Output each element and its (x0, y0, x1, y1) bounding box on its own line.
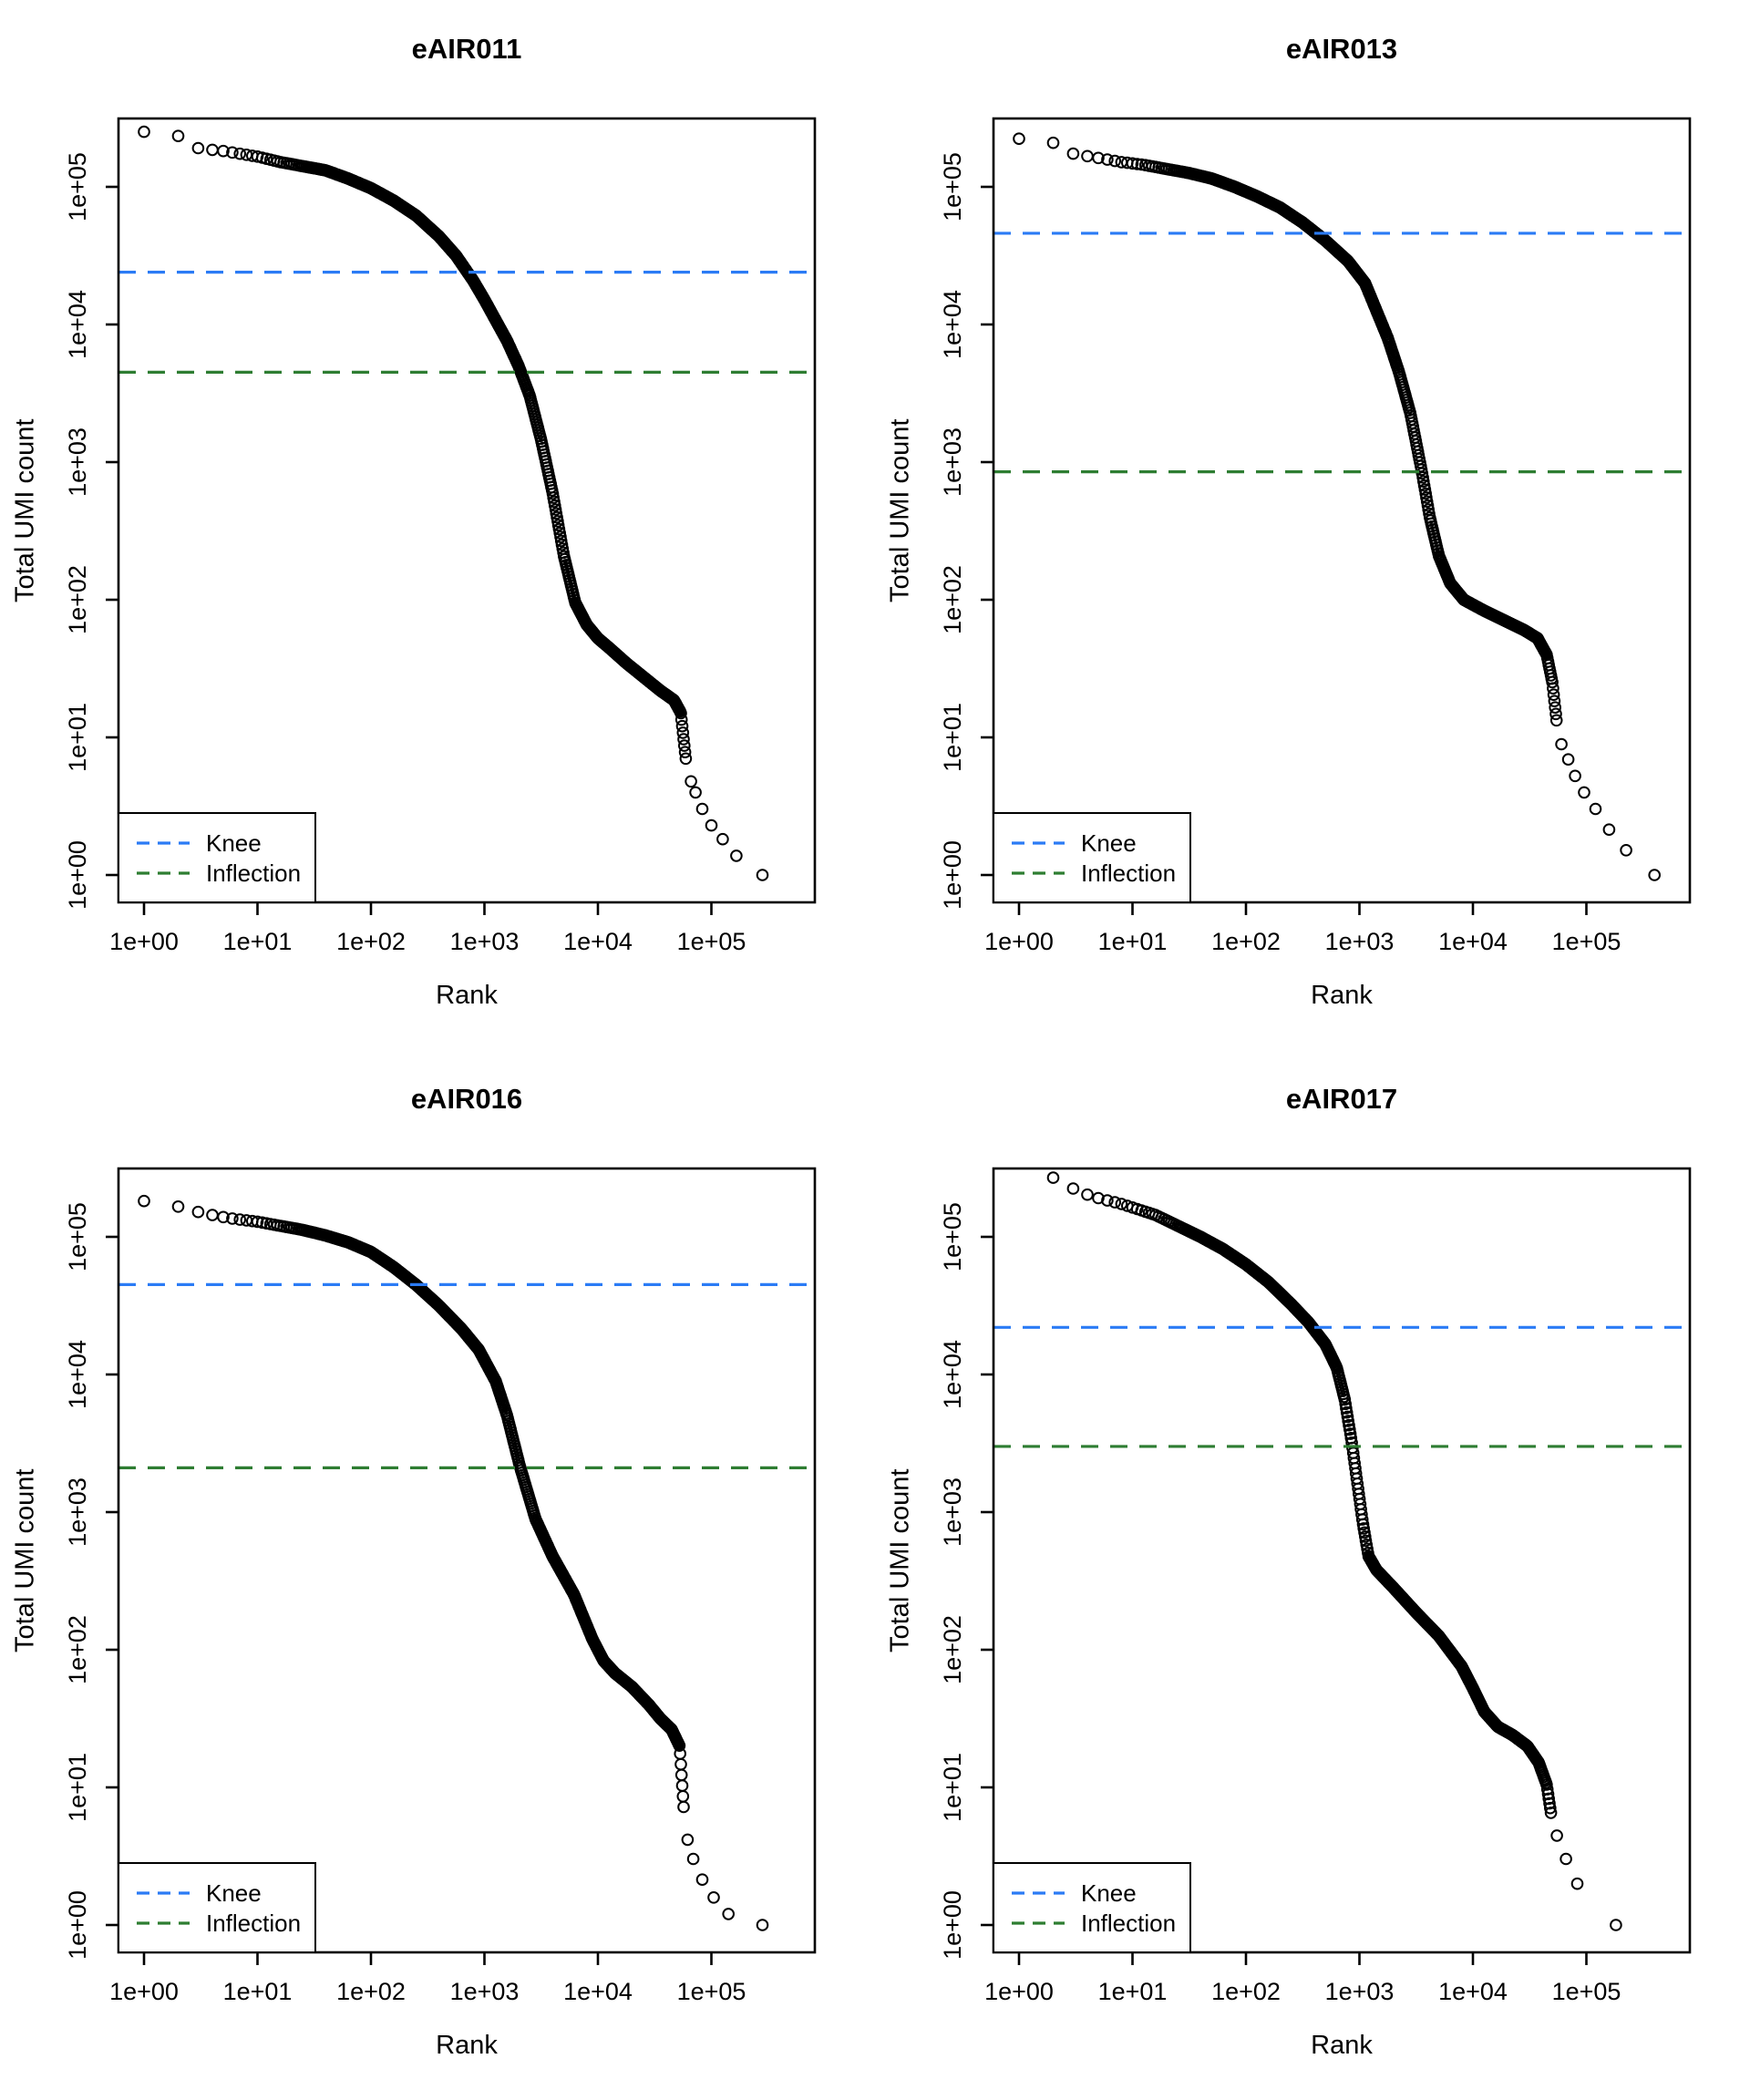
x-tick-label: 1e+02 (1211, 928, 1281, 955)
axes: 1e+00 1e+01 1e+02 1e+03 1e+04 1e+05 1e+00 1e+01… (939, 1202, 1621, 2005)
x-tick-label: 1e+01 (223, 928, 293, 955)
y-tick-label: 1e+05 (939, 1202, 966, 1271)
x-tick-label: 1e+03 (450, 928, 520, 955)
knee-plot-svg-eAIR013: 1e+00 1e+01 1e+02 1e+03 1e+04 1e+05 1e+00 1e+01… (939, 117, 1692, 955)
x-tick-label: 1e+02 (336, 1978, 406, 2005)
legend: Knee Inflection (118, 1862, 316, 1953)
x-tick-label: 1e+03 (1325, 1978, 1395, 2005)
panel-eAIR013: eAIR013 1e+00 1e+01 1e+02 1e+03 1e+04 1e+05 1e… (875, 0, 1750, 1050)
panel-eAIR017: eAIR017 1e+00 1e+01 1e+02 1e+03 1e+04 1e+05 1e… (875, 1050, 1750, 2100)
y-tick-label: 1e+04 (939, 1340, 966, 1409)
x-tick-label: 1e+02 (336, 928, 406, 955)
y-axis-label: Total UMI count (10, 418, 40, 602)
y-tick-label: 1e+00 (939, 1890, 966, 1960)
panel-title: eAIR013 (1285, 33, 1398, 65)
x-tick-label: 1e+01 (1098, 1978, 1168, 2005)
panel-title: eAIR016 (410, 1083, 523, 1115)
y-tick-label: 1e+05 (939, 152, 966, 221)
y-tick-label: 1e+03 (64, 1477, 91, 1547)
legend: Knee Inflection (993, 1862, 1191, 1953)
y-tick-label: 1e+02 (64, 1615, 91, 1684)
y-axis-label: Total UMI count (885, 1468, 915, 1652)
y-tick-label: 1e+04 (64, 290, 91, 359)
legend-box (993, 1862, 1191, 1953)
x-tick-label: 1e+02 (1211, 1978, 1281, 2005)
legend-label: Knee (206, 1879, 262, 1907)
y-axis-label: Total UMI count (885, 418, 915, 602)
legend-box (118, 812, 316, 903)
y-tick-label: 1e+05 (64, 152, 91, 221)
x-tick-label: 1e+00 (984, 928, 1054, 955)
x-tick-label: 1e+05 (1552, 1978, 1621, 2005)
x-tick-label: 1e+00 (109, 928, 179, 955)
x-axis-label: Rank (436, 2031, 498, 2060)
data-points (138, 125, 769, 881)
plot-box (992, 1167, 1692, 1954)
plot-box (992, 117, 1692, 904)
y-tick-label: 1e+02 (939, 1615, 966, 1684)
x-tick-label: 1e+05 (677, 1978, 746, 2005)
y-tick-label: 1e+00 (64, 1890, 91, 1960)
panel-eAIR011: eAIR011 1e+00 1e+01 1e+02 1e+03 1e+04 1e+05 1e… (0, 0, 875, 1050)
data-points (1013, 132, 1662, 881)
legend-box (118, 1862, 316, 1953)
y-tick-label: 1e+04 (64, 1340, 91, 1409)
x-tick-label: 1e+04 (1438, 1978, 1508, 2005)
x-tick-label: 1e+00 (984, 1978, 1054, 2005)
y-tick-label: 1e+03 (939, 427, 966, 497)
legend-label: Inflection (1081, 860, 1176, 887)
x-tick-label: 1e+03 (450, 1978, 520, 2005)
legend-label: Inflection (206, 1910, 301, 1937)
x-axis-label: Rank (1311, 981, 1373, 1010)
x-axis-label: Rank (436, 981, 498, 1010)
plot-box (117, 1167, 817, 1954)
knee-plot-svg-eAIR017: 1e+00 1e+01 1e+02 1e+03 1e+04 1e+05 1e+00 1e+01… (939, 1167, 1692, 2005)
y-tick-label: 1e+00 (64, 840, 91, 910)
legend-box (993, 812, 1191, 903)
legend-label: Knee (1081, 1879, 1137, 1907)
axes: 1e+00 1e+01 1e+02 1e+03 1e+04 1e+05 1e+00 1e+01… (64, 152, 746, 955)
x-tick-label: 1e+05 (1552, 928, 1621, 955)
x-axis-label: Rank (1311, 2031, 1373, 2060)
legend-label: Inflection (206, 860, 301, 887)
panel-eAIR016: eAIR016 1e+00 1e+01 1e+02 1e+03 1e+04 1e+05 1e… (0, 1050, 875, 2100)
y-tick-label: 1e+02 (939, 565, 966, 634)
y-tick-label: 1e+02 (64, 565, 91, 634)
y-tick-label: 1e+01 (939, 703, 966, 772)
panel-title: eAIR017 (1285, 1083, 1398, 1115)
knee-plot-svg-eAIR011: 1e+00 1e+01 1e+02 1e+03 1e+04 1e+05 1e+00 1e+01… (64, 117, 817, 955)
y-tick-label: 1e+01 (939, 1753, 966, 1822)
x-tick-label: 1e+04 (563, 1978, 633, 2005)
y-tick-label: 1e+03 (64, 427, 91, 497)
legend-label: Inflection (1081, 1910, 1176, 1937)
x-tick-label: 1e+05 (677, 928, 746, 955)
y-tick-label: 1e+03 (939, 1477, 966, 1547)
knee-plot-svg-eAIR016: 1e+00 1e+01 1e+02 1e+03 1e+04 1e+05 1e+00 1e+01… (64, 1167, 817, 2005)
y-tick-label: 1e+00 (939, 840, 966, 910)
x-tick-label: 1e+01 (1098, 928, 1168, 955)
legend-label: Knee (206, 829, 262, 857)
x-tick-label: 1e+04 (563, 928, 633, 955)
x-tick-label: 1e+00 (109, 1978, 179, 2005)
plot-box (117, 117, 817, 904)
y-tick-label: 1e+05 (64, 1202, 91, 1271)
y-tick-label: 1e+01 (64, 1753, 91, 1822)
axes: 1e+00 1e+01 1e+02 1e+03 1e+04 1e+05 1e+00 1e+01… (939, 152, 1621, 955)
y-tick-label: 1e+04 (939, 290, 966, 359)
y-tick-label: 1e+01 (64, 703, 91, 772)
data-points (1046, 1171, 1622, 1931)
legend: Knee Inflection (118, 812, 316, 903)
panel-title: eAIR011 (411, 33, 522, 65)
data-points (138, 1194, 769, 1931)
axes: 1e+00 1e+01 1e+02 1e+03 1e+04 1e+05 1e+00 1e+01… (64, 1202, 746, 2005)
x-tick-label: 1e+01 (223, 1978, 293, 2005)
y-axis-label: Total UMI count (10, 1468, 40, 1652)
legend-label: Knee (1081, 829, 1137, 857)
legend: Knee Inflection (993, 812, 1191, 903)
x-tick-label: 1e+04 (1438, 928, 1508, 955)
x-tick-label: 1e+03 (1325, 928, 1395, 955)
